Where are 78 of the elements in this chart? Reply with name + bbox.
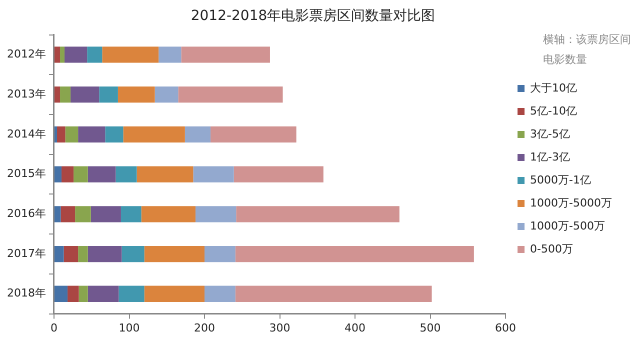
bar [204, 286, 236, 302]
bar [78, 286, 88, 302]
bar [236, 206, 400, 222]
bar [235, 246, 474, 262]
bar [60, 86, 71, 103]
x-tick-label: 400 [344, 321, 366, 334]
bar [54, 126, 58, 143]
y-tick-label: 2012年 [6, 48, 46, 61]
bar [193, 166, 234, 182]
legend-label: 1亿-3亿 [530, 150, 570, 164]
bar [184, 126, 211, 143]
x-tick-label: 100 [118, 321, 140, 334]
bar [64, 246, 78, 262]
bar [68, 286, 79, 302]
bar [60, 206, 76, 222]
bar [75, 206, 91, 222]
legend-label: 5亿-10亿 [530, 104, 578, 118]
y-tick-label: 2017年 [6, 246, 46, 260]
bar [57, 126, 66, 143]
bar [99, 86, 118, 103]
bar [105, 126, 124, 143]
x-tick-label: 500 [420, 321, 441, 334]
y-tick-label: 2015年 [6, 167, 46, 180]
bar [204, 246, 236, 262]
bar [210, 126, 296, 143]
bar [136, 166, 194, 182]
x-tick-label: 300 [269, 321, 290, 334]
legend-label: 大于10亿 [530, 81, 578, 94]
bar [90, 206, 121, 222]
legend-label: 5000万-1亿 [530, 173, 592, 186]
chart-title: 2012-2018年电影票房区间数量对比图 [190, 8, 436, 24]
bar [235, 286, 432, 302]
bar [120, 206, 142, 222]
bar [195, 206, 236, 222]
x-tick-label: 0 [50, 321, 58, 334]
bar [88, 286, 119, 302]
bar [60, 46, 65, 63]
bar [54, 206, 61, 222]
bar [123, 126, 185, 143]
bar [88, 166, 116, 182]
bar [87, 46, 102, 63]
y-tick-label: 2014年 [6, 127, 46, 140]
bar [78, 246, 88, 262]
bar [116, 166, 137, 182]
y-tick-label: 2013年 [6, 87, 46, 100]
bar [234, 166, 324, 182]
bar [154, 86, 178, 103]
x-tick-label: 200 [194, 321, 216, 334]
bar [54, 246, 64, 262]
legend-label: 1000万-500万 [530, 219, 606, 232]
bar [118, 286, 144, 302]
bar [102, 46, 159, 63]
bar [54, 166, 62, 182]
bar [54, 286, 68, 302]
bar [54, 46, 60, 63]
legend-label: 3亿-5亿 [530, 127, 570, 140]
bar [62, 166, 74, 182]
bar [122, 246, 144, 262]
bar [181, 46, 270, 63]
legend-label: 1000万-5000万 [530, 196, 612, 210]
bar [54, 86, 60, 103]
bar [178, 86, 283, 103]
bar [144, 286, 205, 302]
y-tick-label: 2018年 [6, 286, 46, 300]
x-tick-label: 600 [495, 321, 516, 334]
bar [70, 86, 100, 103]
bar [144, 246, 205, 262]
legend-label: 0-500万 [530, 242, 574, 256]
bar [74, 166, 88, 182]
bar [141, 206, 196, 222]
y-tick-label: 2016年 [6, 207, 46, 220]
bar [118, 86, 155, 103]
bar [64, 46, 88, 63]
text: 横轴：该票房区间电影数量 [543, 32, 632, 68]
bar [158, 46, 182, 63]
bar [88, 246, 122, 262]
bar [78, 126, 106, 143]
bar [65, 126, 78, 143]
